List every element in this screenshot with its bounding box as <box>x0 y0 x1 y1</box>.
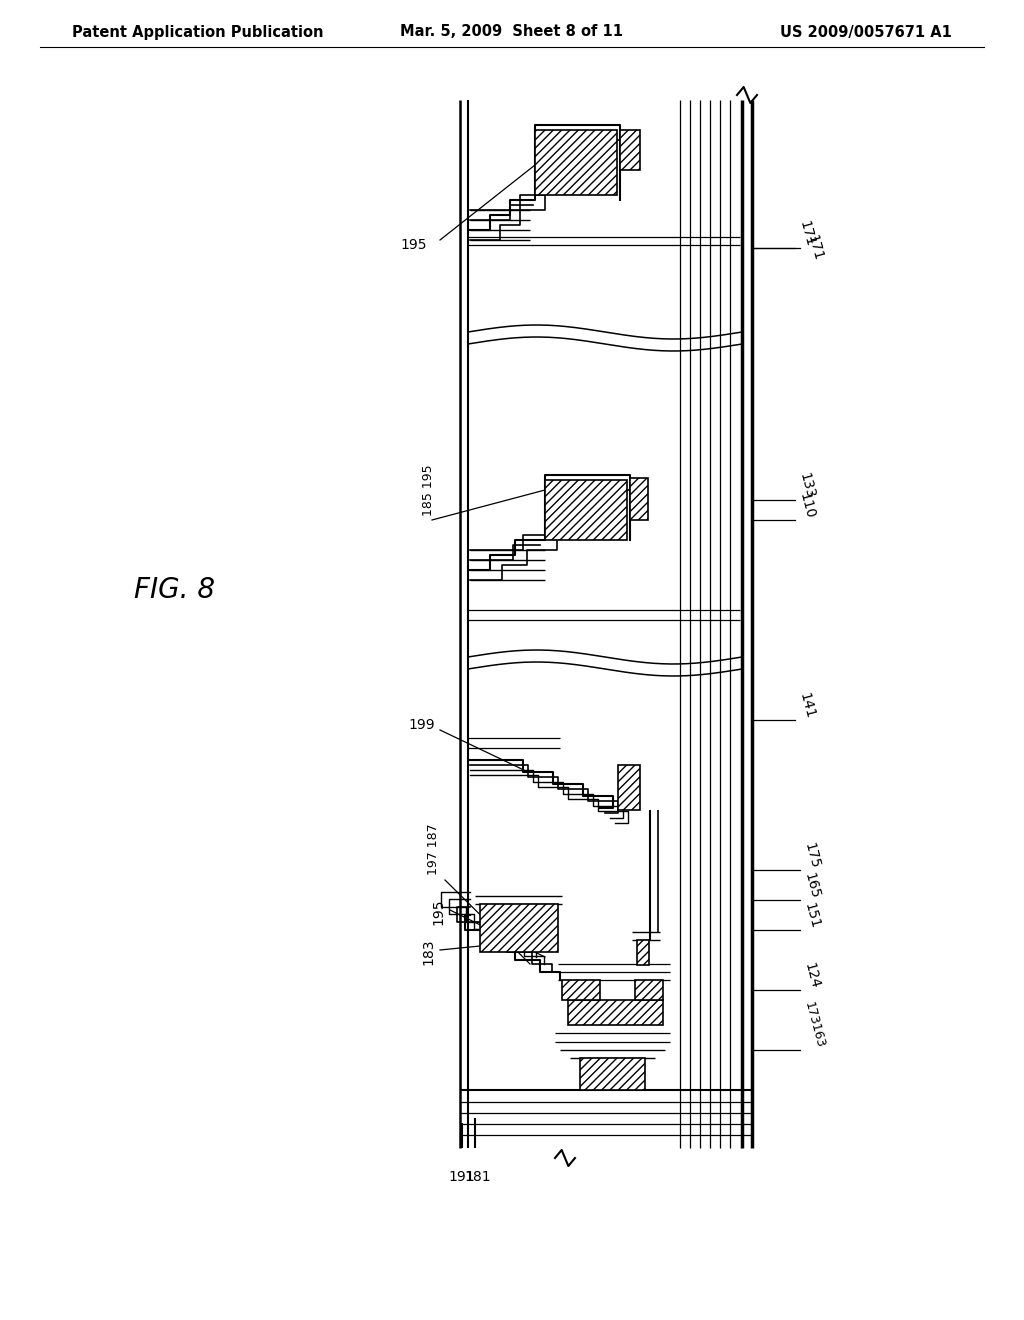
Text: 110: 110 <box>797 491 817 520</box>
Text: US 2009/0057671 A1: US 2009/0057671 A1 <box>780 25 952 40</box>
Text: FIG. 8: FIG. 8 <box>134 576 215 605</box>
Bar <box>580 1059 645 1090</box>
Text: 133: 133 <box>797 471 817 500</box>
Text: 173163: 173163 <box>802 1001 826 1049</box>
Bar <box>562 979 600 1001</box>
Bar <box>480 904 558 952</box>
Text: 183: 183 <box>421 939 435 965</box>
Text: 191: 191 <box>449 1170 475 1184</box>
Text: 195: 195 <box>431 899 445 925</box>
Text: 165: 165 <box>802 871 822 900</box>
Bar <box>535 129 617 195</box>
Text: 171: 171 <box>797 219 817 248</box>
Text: 197 187: 197 187 <box>427 824 440 875</box>
Text: 141: 141 <box>797 690 817 719</box>
Bar <box>635 979 663 1001</box>
Text: 171: 171 <box>805 234 825 263</box>
Text: Mar. 5, 2009  Sheet 8 of 11: Mar. 5, 2009 Sheet 8 of 11 <box>400 25 624 40</box>
Text: 175: 175 <box>802 841 822 870</box>
Text: 195: 195 <box>400 238 427 252</box>
Text: 199: 199 <box>409 718 435 733</box>
Text: 181: 181 <box>465 1170 492 1184</box>
Text: Patent Application Publication: Patent Application Publication <box>72 25 324 40</box>
Bar <box>545 480 627 540</box>
Text: 185 195: 185 195 <box>422 465 435 516</box>
Bar <box>620 129 640 170</box>
Bar <box>568 1001 663 1026</box>
Text: 124: 124 <box>802 961 822 990</box>
Bar <box>630 478 648 520</box>
Bar <box>618 766 640 810</box>
Bar <box>637 940 649 965</box>
Text: 151: 151 <box>802 900 822 931</box>
